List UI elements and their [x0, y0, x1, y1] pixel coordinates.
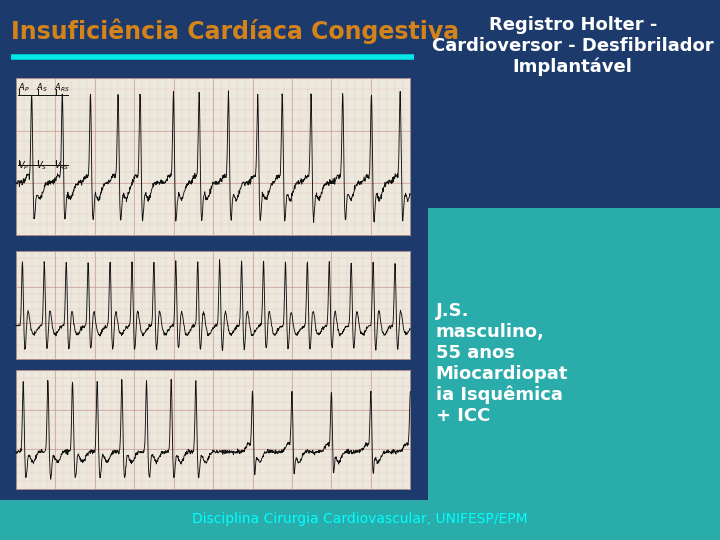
- Text: $A_S$: $A_S$: [36, 81, 48, 93]
- Text: Disciplina Cirurgia Cardiovascular, UNIFESP/EPM: Disciplina Cirurgia Cardiovascular, UNIF…: [192, 512, 528, 526]
- Text: $V_{RS}$: $V_{RS}$: [54, 160, 69, 172]
- Bar: [0, 500, 720, 540]
- Text: $A_P$: $A_P$: [18, 81, 30, 93]
- Bar: [428, 208, 720, 500]
- Text: $A_{RS}$: $A_{RS}$: [54, 81, 70, 93]
- Bar: [16, 78, 410, 235]
- Bar: [16, 251, 410, 359]
- Text: Insuficiência Cardíaca Congestiva: Insuficiência Cardíaca Congestiva: [11, 19, 459, 44]
- Text: $V_S$: $V_S$: [36, 160, 48, 172]
- Text: J.S.
masculino,
55 anos
Miocardiopat
ia Isquêmica
+ ICC: J.S. masculino, 55 anos Miocardiopat ia …: [436, 302, 568, 425]
- Text: Registro Holter -
Cardioversor - Desfibrilador
Implantável: Registro Holter - Cardioversor - Desfibr…: [432, 16, 714, 76]
- Text: $V_P$: $V_P$: [18, 160, 30, 172]
- Bar: [16, 370, 410, 489]
